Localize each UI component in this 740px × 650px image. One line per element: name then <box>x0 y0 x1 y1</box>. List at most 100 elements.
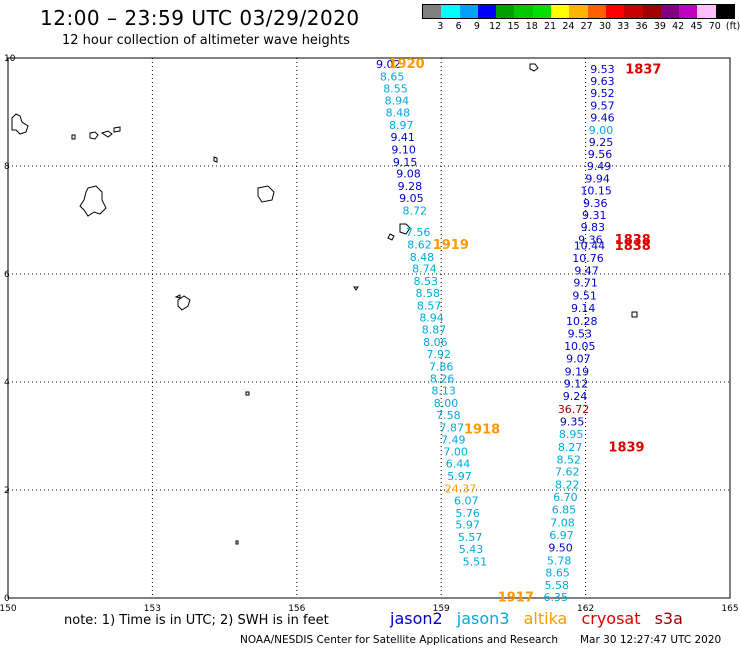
scale-label: 18 <box>525 21 538 32</box>
wave-height-value: 8.48 <box>386 107 411 120</box>
scale-label: 12 <box>489 21 502 32</box>
legend-s3a: s3a <box>654 609 683 628</box>
island-outline <box>235 540 239 545</box>
satellite-legend: jason2 jason3 altika cryosat s3a <box>390 609 692 628</box>
wave-height-value: 7.86 <box>429 360 454 373</box>
wave-height-value: 8.62 <box>407 238 432 251</box>
wave-height-value: 5.58 <box>544 579 569 592</box>
y-tick-label: 4 <box>4 378 10 388</box>
color-swatch <box>477 5 497 18</box>
grid-lines <box>8 58 730 598</box>
pass-number: 1918 <box>464 423 500 438</box>
credit-line: NOAA/NESDIS Center for Satellite Applica… <box>240 634 558 646</box>
wave-height-value: 9.71 <box>573 277 598 290</box>
wave-height-value: 7.08 <box>550 516 575 529</box>
wave-height-value: 5.97 <box>455 519 480 532</box>
pass-number: 1838 <box>615 233 651 248</box>
island-outline <box>89 126 121 140</box>
wave-height-value: 8.00 <box>434 397 459 410</box>
wave-height-value: 9.56 <box>588 148 613 161</box>
wave-height-value: 8.97 <box>389 119 414 132</box>
wave-height-value: 9.50 <box>548 541 573 554</box>
wave-height-value: 9.08 <box>396 168 421 181</box>
scale-label: 24 <box>562 21 575 32</box>
wave-height-value: 9.51 <box>572 290 597 303</box>
wave-height-value: 8.74 <box>412 263 437 276</box>
scale-label: 3 <box>437 21 444 32</box>
pass-number: 1838 <box>615 239 651 254</box>
wave-height-value: 9.53 <box>590 63 615 76</box>
x-tick-label: 156 <box>288 604 305 614</box>
wave-height-value: 8.53 <box>414 275 439 288</box>
legend-jason3: jason3 <box>456 609 510 628</box>
legend-altika: altika <box>523 609 568 628</box>
wave-height-value: 7.92 <box>427 348 452 361</box>
pass-number: 1919 <box>433 238 469 253</box>
color-swatch <box>459 5 478 18</box>
wave-height-value: 9.25 <box>589 136 614 149</box>
wave-height-value: 9.94 <box>585 173 610 186</box>
color-swatch <box>642 5 661 18</box>
scale-label: 42 <box>672 21 685 32</box>
scale-label: 9 <box>473 21 480 32</box>
wave-height-value: 9.05 <box>399 192 424 205</box>
wave-height-value: 36.72 <box>558 403 590 416</box>
wave-height-value: 5.97 <box>447 470 472 483</box>
island-outline <box>257 185 275 203</box>
color-swatch <box>569 5 588 18</box>
y-tick-label: 6 <box>4 270 10 280</box>
wave-height-value: 9.36 <box>578 234 603 247</box>
wave-height-value: 8.94 <box>419 311 444 324</box>
wave-height-value: 6.97 <box>549 529 574 542</box>
color-swatch <box>679 5 698 18</box>
island-outline <box>79 185 107 217</box>
y-tick-label: 8 <box>4 162 10 172</box>
wave-height-value: 8.27 <box>558 441 583 454</box>
pass-number: 1917 <box>498 591 534 606</box>
pass-number: 1837 <box>625 62 661 77</box>
x-tick-label: 159 <box>433 604 450 614</box>
wave-height-value: 8.22 <box>555 479 580 492</box>
wave-height-value: 6.70 <box>553 491 578 504</box>
pass-number: 1839 <box>608 440 644 455</box>
scale-label: 6 <box>455 21 462 32</box>
scale-label: 30 <box>598 21 612 32</box>
wave-height-labels: 9.028.658.558.948.488.979.419.109.159.08… <box>376 58 615 604</box>
wave-height-value: 5.51 <box>463 555 488 568</box>
scale-label: 39 <box>653 21 666 32</box>
wave-height-value: 7.00 <box>443 446 468 459</box>
legend-jason2: jason2 <box>390 609 443 628</box>
wave-height-value: 7.62 <box>555 466 580 479</box>
wave-height-value: 9.10 <box>391 143 416 156</box>
y-tick-label: 0 <box>4 594 10 604</box>
color-swatch <box>697 5 716 18</box>
wave-height-value: 8.26 <box>430 372 455 385</box>
color-scale-labels: 3 6 9 12 15 18 21 24 27 30 33 36 39 42 45 70 (ft) <box>422 19 740 33</box>
wave-height-value: 8.52 <box>557 453 582 466</box>
wave-height-value: 9.14 <box>571 302 596 315</box>
plot-frame <box>7 57 731 599</box>
wave-height-value: 9.12 <box>564 378 589 391</box>
wave-height-value: 9.00 <box>589 124 614 137</box>
generated-timestamp: Mar 30 12:27:47 UTC 2020 <box>580 634 722 646</box>
wave-height-value: 10.44 <box>574 239 606 252</box>
wave-height-value: 7.87 <box>440 421 465 434</box>
color-scale-swatches <box>422 4 736 19</box>
wave-height-value: 9.52 <box>590 87 615 100</box>
wave-height-value: 9.53 <box>568 327 593 340</box>
page-title: 12:00 – 23:59 UTC 03/29/2020 <box>40 6 360 30</box>
wave-height-value: 8.48 <box>410 251 435 264</box>
wave-height-value: 8.55 <box>383 82 408 95</box>
y-tick-label: 10 <box>4 54 16 64</box>
scale-label: 70 <box>708 21 721 32</box>
color-swatch <box>496 5 515 18</box>
wave-height-value: 8.06 <box>423 336 448 349</box>
scale-label: 15 <box>507 21 520 32</box>
color-scale-legend: 3 6 9 12 15 18 21 24 27 30 33 36 39 42 45 70 (ft) <box>422 4 740 33</box>
wave-height-value: 8.65 <box>380 70 405 83</box>
wave-height-value: 9.36 <box>583 197 608 210</box>
wave-height-value: 5.43 <box>459 543 484 556</box>
color-swatch <box>715 5 735 18</box>
wave-height-value: 10.76 <box>572 252 604 265</box>
